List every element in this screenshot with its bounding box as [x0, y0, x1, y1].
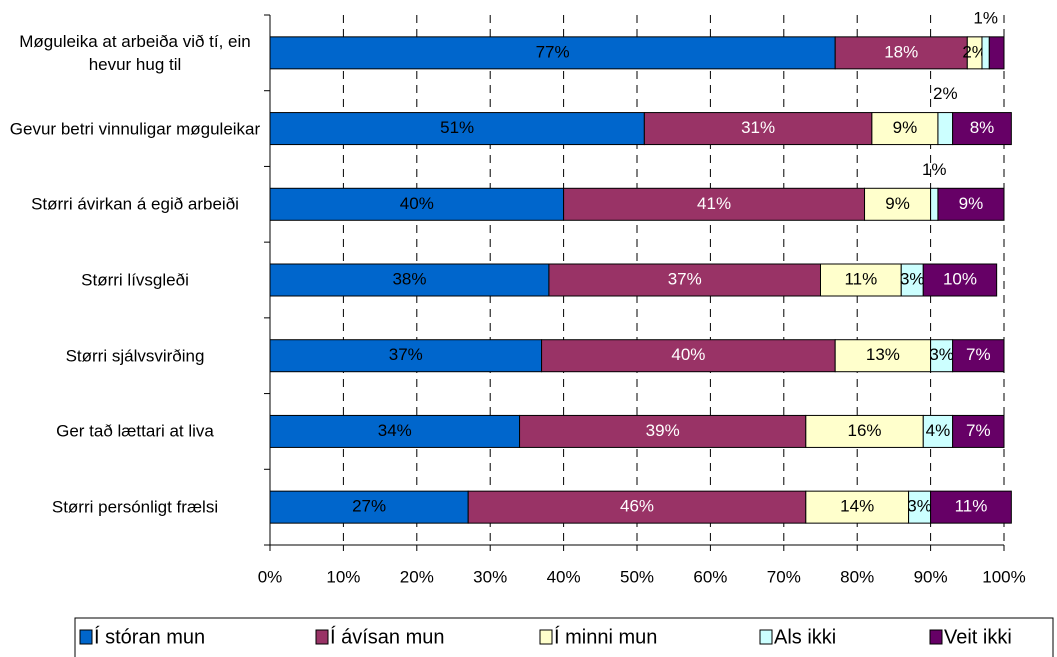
bar-segment [269, 414, 521, 448]
data-label: 31% [741, 118, 775, 137]
x-tick-label: 80% [840, 567, 874, 586]
category-label: Møguleika at arbeiða við tí, ein hevur h… [19, 31, 251, 74]
legend-swatch [929, 629, 943, 645]
bar-segment [643, 112, 873, 146]
bar-segment [922, 263, 998, 297]
data-label: 11% [955, 497, 988, 516]
category-label: Størri persónligt frælsi [51, 497, 219, 517]
data-label: 14% [840, 497, 874, 516]
category-label: Gevur betri vinnuligar møguleikar [9, 119, 261, 139]
legend-swatch [759, 629, 773, 645]
data-label: 10% [943, 269, 977, 288]
bar-segment [269, 187, 565, 221]
x-tick-label: 20% [400, 567, 434, 586]
data-label: 2% [962, 42, 987, 61]
data-label: 18% [884, 42, 918, 61]
x-tick-label: 70% [767, 567, 801, 586]
data-label: 37% [389, 345, 423, 364]
x-tick-label: 0% [258, 567, 283, 586]
x-tick-label: 40% [547, 567, 581, 586]
data-label: 1% [973, 8, 998, 27]
bar-segment [269, 112, 645, 146]
legend-swatch [539, 629, 553, 645]
x-tick-label: 10% [326, 567, 360, 586]
bar-segment [834, 36, 968, 70]
data-label: 8% [970, 118, 995, 137]
data-label: 1% [922, 160, 947, 179]
bar-segment [467, 490, 807, 524]
bar-segment [563, 187, 866, 221]
bar-segment [952, 414, 1005, 448]
data-label: 2% [933, 84, 958, 103]
x-tick-label: 30% [473, 567, 507, 586]
legend-label: Í stóran mun [94, 625, 205, 648]
bar-segment [541, 339, 836, 373]
data-label: 40% [671, 345, 705, 364]
bar-segment [519, 414, 807, 448]
legend-box [74, 617, 1054, 657]
data-label: 9% [885, 194, 910, 213]
data-label: 7% [966, 421, 991, 440]
category-label: Ger tað lættari at liva [56, 421, 214, 441]
data-label: 77% [536, 42, 570, 61]
bar-segment [988, 36, 1005, 70]
data-label: 7% [966, 345, 991, 364]
legend-label: Í minni mun [554, 625, 657, 648]
legend-swatch [315, 629, 329, 645]
data-label: 39% [646, 421, 680, 440]
data-label: 16% [848, 421, 882, 440]
data-label: 9% [959, 194, 984, 213]
bar-segment [805, 414, 924, 448]
bar-segment [981, 36, 990, 70]
data-label: 27% [352, 497, 386, 516]
bar-segment [864, 187, 932, 221]
bar-segment [820, 263, 902, 297]
legend-label: Als ikki [774, 626, 836, 648]
bar-segment [834, 339, 932, 373]
category-label: Størri sjálvsvirðing [65, 346, 205, 366]
bar-segment [952, 112, 1012, 146]
data-label: 9% [893, 118, 918, 137]
bar-segment [805, 490, 910, 524]
data-label: 3% [900, 269, 925, 288]
x-tick-label: 100% [982, 567, 1025, 586]
bar-segment [930, 490, 1012, 524]
bar-segment [269, 490, 469, 524]
data-label: 37% [668, 269, 702, 288]
bar-segment [937, 112, 954, 146]
x-tick-label: 60% [693, 567, 727, 586]
data-label: 11% [844, 269, 877, 288]
data-label: 3% [907, 497, 932, 516]
data-label: 40% [400, 194, 434, 213]
x-tick-label: 90% [914, 567, 948, 586]
bar-segment [937, 187, 1005, 221]
bar-segment [952, 339, 1005, 373]
data-label: 4% [926, 421, 951, 440]
bar-segment [269, 339, 543, 373]
category-label: Størri lívsgleði [81, 270, 189, 290]
data-label: 38% [392, 269, 426, 288]
bar-segment [922, 414, 954, 448]
data-label: 41% [697, 194, 731, 213]
bar-segment [269, 36, 836, 70]
data-label: 46% [620, 497, 654, 516]
data-label: 51% [440, 118, 474, 137]
data-label: 13% [866, 345, 900, 364]
data-label: 34% [378, 421, 412, 440]
legend-label: Veit ikki [944, 626, 1012, 648]
legend-swatch [79, 629, 93, 645]
bar-segment [269, 263, 550, 297]
legend-label: Í ávísan mun [330, 625, 445, 648]
bar-segment [871, 112, 939, 146]
x-tick-label: 50% [620, 567, 654, 586]
data-label: 3% [929, 345, 954, 364]
bar-segment [930, 187, 939, 221]
category-label: Størri ávirkan á egið arbeiði [31, 194, 239, 214]
